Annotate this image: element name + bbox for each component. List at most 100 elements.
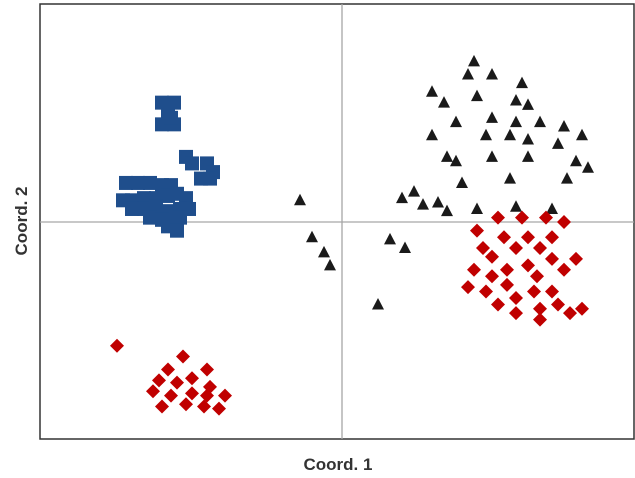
square-point [185,156,199,171]
square-point [170,223,184,238]
diamond-point [500,277,514,292]
triangle-point [456,176,468,188]
diamond-point [509,290,523,305]
triangle-point [468,54,480,67]
square-point [173,210,187,225]
triangle-point [471,202,483,214]
square-point [131,175,145,190]
diamond-point [200,362,214,377]
triangle-point [450,115,462,128]
diamond-point [152,373,166,388]
diamond-point [197,399,211,414]
square-point [179,191,193,206]
diamond-point [185,386,199,401]
diamond-point [545,230,559,245]
diamond-point [557,215,571,229]
diamond-point [575,301,589,316]
diamond-point [533,241,547,256]
triangle-point [510,115,522,128]
diamond-point [557,262,571,277]
diamond-point [470,223,484,238]
square-point [143,210,157,225]
diamond-point [491,210,505,225]
square-point [155,95,169,110]
diamond-point [164,388,178,403]
diamond-point [515,210,529,225]
diamond-point [176,349,190,364]
diamond-point [485,249,499,264]
triangle-point [486,67,498,80]
triangle-point [546,202,558,214]
diamond-point [551,297,565,312]
square-point [203,171,217,186]
triangle-point [486,111,498,123]
triangle-point [522,150,534,162]
diamond-point [509,306,523,321]
triangle-point [522,98,534,110]
square-point [149,199,163,214]
triangle-point [522,133,534,145]
triangle-point [417,198,429,210]
diamond-point [491,297,505,312]
diamond-point [485,269,499,284]
diamond-point [530,269,544,284]
triangle-point [441,150,453,162]
triangle-point [426,85,438,97]
triangle-point [426,128,438,141]
square-point [143,175,157,190]
diamond-point [497,230,511,245]
triangle-point [432,195,444,208]
triangle-point [396,191,408,204]
diamond-point [161,362,175,377]
x-axis-title: Coord. 1 [304,455,373,474]
triangle-point [570,154,582,167]
triangle-point [318,245,330,258]
triangle-point [450,154,462,167]
triangle-point [408,185,420,197]
triangle-point [504,172,516,184]
diamond-point [569,251,583,266]
diamond-point [179,397,193,412]
triangle-point [399,241,411,254]
triangle-point [441,204,453,217]
square-point [119,175,133,190]
square-point [164,110,178,125]
triangle-point [510,93,522,106]
diamond-point [500,262,514,277]
triangle-point [552,137,564,149]
diamond-point [170,375,184,390]
triangle-point [561,172,573,184]
square-point [137,191,151,206]
diamond-point [218,388,232,403]
diamond-point [146,384,160,399]
diamond-point [200,388,214,403]
triangle-point [438,96,450,108]
triangle-point [486,150,498,162]
triangle-point [558,120,570,132]
diamond-point [521,258,535,273]
triangle-point [294,193,306,206]
triangle-point [306,230,318,243]
triangle-point [480,128,492,141]
triangle-point [324,258,336,271]
diamond-point [476,241,490,256]
diamond-point [185,371,199,386]
diamond-point [545,251,559,266]
triangle-point [372,297,384,310]
triangle-point [510,200,522,212]
triangle-point [462,67,474,80]
triangle-point [471,89,483,102]
square-point [125,201,139,216]
diamond-point [533,301,547,316]
triangle-point [582,161,594,173]
diamond-point [509,241,523,256]
data-points [110,54,594,416]
diamond-point [545,284,559,299]
triangle-point [504,128,516,141]
triangle-point [534,115,546,128]
diamond-point [539,210,553,225]
diamond-point [461,280,475,295]
diamond-point [527,284,541,299]
diamond-point [521,230,535,245]
